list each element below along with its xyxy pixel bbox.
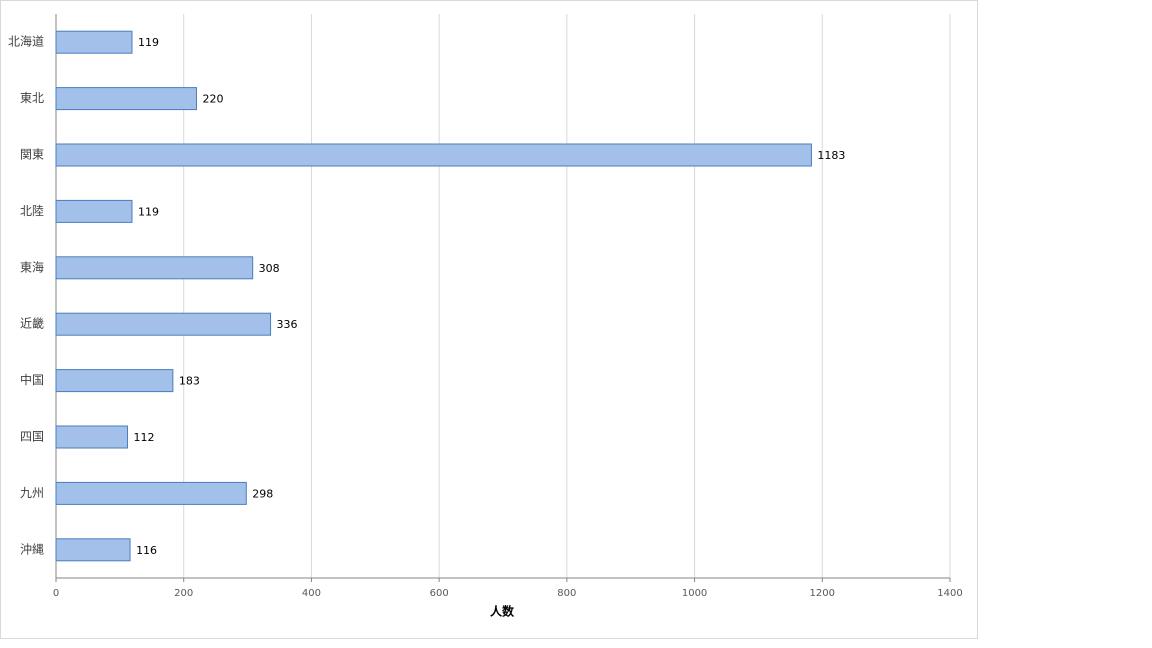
- bar: [55, 369, 174, 393]
- x-tick-label: 0: [53, 588, 59, 599]
- x-tick-label: 1400: [937, 588, 962, 599]
- y-tick-label: 中国: [20, 372, 44, 387]
- value-label: 220: [202, 93, 223, 106]
- x-tick-label: 400: [302, 588, 321, 599]
- bar: [55, 312, 272, 336]
- y-tick-label: 東北: [20, 91, 44, 105]
- value-label: 1183: [817, 149, 845, 162]
- x-tick-label: 800: [557, 588, 576, 599]
- y-tick-label: 九州: [20, 486, 44, 500]
- x-tick-label: 200: [174, 588, 193, 599]
- y-tick-label: 関東: [20, 148, 44, 162]
- bar: [55, 143, 812, 167]
- x-tick-label: 1200: [810, 588, 835, 599]
- x-axis-title: 人数: [490, 604, 515, 619]
- bar: [55, 481, 247, 505]
- bar: [55, 30, 133, 54]
- y-tick-label: 東海: [20, 259, 44, 274]
- value-label: 183: [179, 375, 200, 388]
- value-label: 298: [252, 487, 273, 500]
- value-label: 112: [134, 431, 155, 444]
- x-tick-label: 1000: [682, 588, 707, 599]
- y-tick-label: 沖縄: [20, 541, 44, 556]
- bar: [55, 199, 133, 223]
- bar: [55, 256, 254, 280]
- bar: [55, 87, 197, 111]
- value-label: 119: [138, 205, 159, 218]
- value-label: 336: [277, 318, 298, 331]
- bar: [55, 425, 129, 449]
- y-tick-label: 北海道: [8, 34, 44, 49]
- value-label: 308: [259, 262, 280, 275]
- value-label: 119: [138, 36, 159, 49]
- value-label: 116: [136, 544, 157, 557]
- bar: [55, 538, 131, 562]
- y-tick-label: 北陸: [20, 204, 44, 218]
- y-tick-label: 近畿: [20, 317, 44, 331]
- x-tick-label: 600: [430, 588, 449, 599]
- y-tick-label: 四国: [20, 430, 44, 444]
